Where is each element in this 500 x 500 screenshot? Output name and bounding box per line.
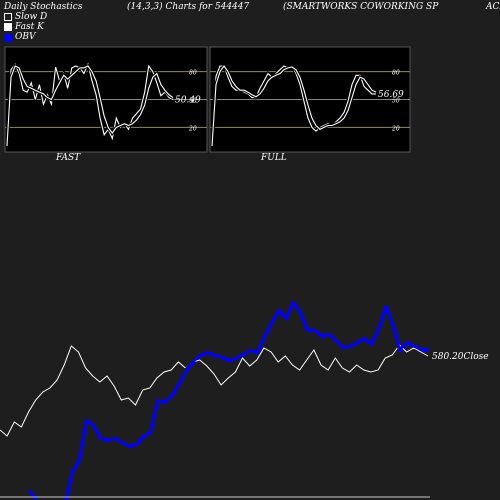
full-series-slow-d xyxy=(211,65,377,147)
fast-last-value-label: 50.49 xyxy=(175,96,201,106)
close-value-label: 580.20Close xyxy=(432,352,489,362)
fast-tick-label: 50 xyxy=(189,98,197,105)
obv-swatch-icon xyxy=(4,33,12,41)
full-last-value-label: 56.69 xyxy=(378,90,404,100)
full-panel-title: FULL xyxy=(261,153,287,163)
obv-line xyxy=(27,300,429,500)
chart-params: (14,3,3) Charts for 544447 xyxy=(127,2,250,12)
legend-label: OBV xyxy=(15,32,36,42)
fast-series-fast-k xyxy=(6,62,174,147)
legend-item-slow-d: Slow D xyxy=(4,12,47,22)
chart-title: Daily Stochastics xyxy=(4,2,83,12)
company-name: (SMARTWORKS COWORKING SP xyxy=(283,2,439,12)
legend-label: Fast K xyxy=(15,22,44,32)
fast-panel-title: FAST xyxy=(56,153,81,163)
full-tick-label: 80 xyxy=(392,70,400,77)
company-name-tail: ACE xyxy=(486,2,500,12)
legend-item-obv: OBV xyxy=(4,32,47,42)
full-tick-label: 20 xyxy=(391,125,400,132)
fast-tick-label: 80 xyxy=(189,70,197,77)
full-tick-label: 50 xyxy=(392,98,400,105)
fast-series-slow-d xyxy=(6,65,174,147)
fast-tick-label: 20 xyxy=(188,125,197,132)
price-line xyxy=(0,344,429,437)
fast-k-swatch-icon xyxy=(4,23,12,31)
legend-label: Slow D xyxy=(15,12,48,22)
slow-d-swatch-icon xyxy=(4,13,12,21)
legend: Slow D Fast K OBV xyxy=(4,12,47,42)
legend-item-fast-k: Fast K xyxy=(4,22,47,32)
